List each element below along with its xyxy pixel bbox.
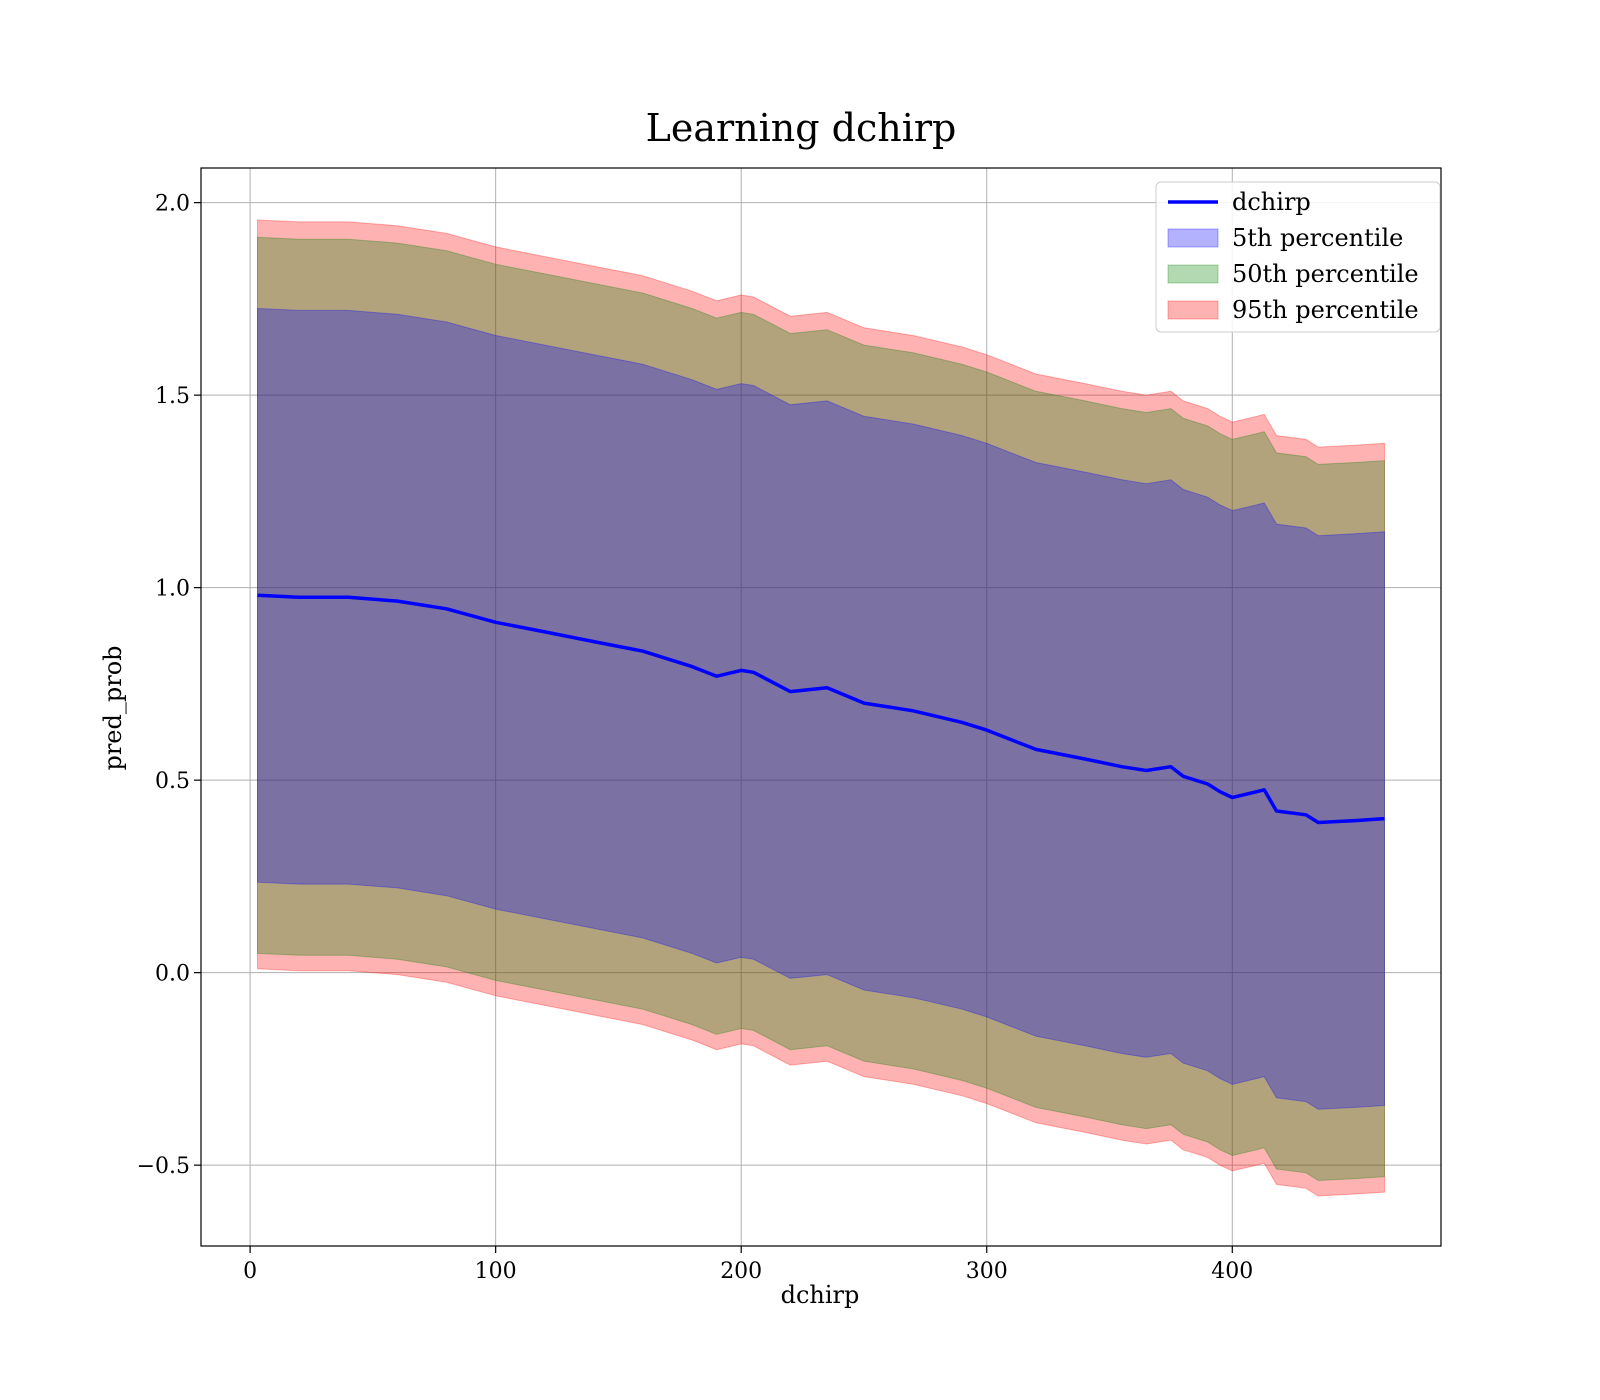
y-axis-label: pred_prob <box>99 645 127 770</box>
percentile-bands <box>257 219 1385 1197</box>
plot-frame <box>200 167 1442 1247</box>
x-tick-label: 100 <box>475 1259 517 1284</box>
y-tick-label: 0.5 <box>155 769 190 794</box>
y-tick-label: 1.5 <box>155 384 190 409</box>
grid-lines <box>201 168 1441 1246</box>
x-tick-label: 200 <box>720 1259 762 1284</box>
chart-title: Learning dchirp <box>646 106 957 150</box>
band-5th-percentile <box>257 307 1385 1110</box>
legend-swatch <box>1167 228 1219 248</box>
y-tick-label: −0.5 <box>137 1154 190 1179</box>
band-95th-percentile <box>257 219 1385 1197</box>
legend-label: 5th percentile <box>1232 224 1403 252</box>
mean-line <box>257 593 1385 825</box>
series-line-dchirp <box>257 593 1385 825</box>
band-50th-percentile <box>257 236 1385 1182</box>
x-tick-label: 400 <box>1211 1259 1253 1284</box>
y-tick-label: 2.0 <box>155 192 190 217</box>
legend-swatch <box>1167 264 1219 284</box>
legend-label: dchirp <box>1232 188 1311 216</box>
legend-label: 50th percentile <box>1232 260 1419 288</box>
legend: dchirp 5th percentile 50th percentile 95th … <box>1155 181 1441 333</box>
x-axis-label: dchirp <box>781 1281 860 1309</box>
legend-label: 95th percentile <box>1232 296 1419 324</box>
y-tick-label: 1.0 <box>155 577 190 602</box>
y-axis-ticks: −0.5 0.0 0.5 1.0 1.5 2.0 <box>137 192 201 1179</box>
x-axis-ticks: 0 100 200 300 400 <box>243 1246 1253 1284</box>
x-tick-label: 0 <box>243 1259 257 1284</box>
y-tick-label: 0.0 <box>155 962 190 987</box>
legend-box <box>1155 181 1441 333</box>
legend-swatch <box>1167 300 1219 320</box>
x-tick-label: 300 <box>966 1259 1008 1284</box>
